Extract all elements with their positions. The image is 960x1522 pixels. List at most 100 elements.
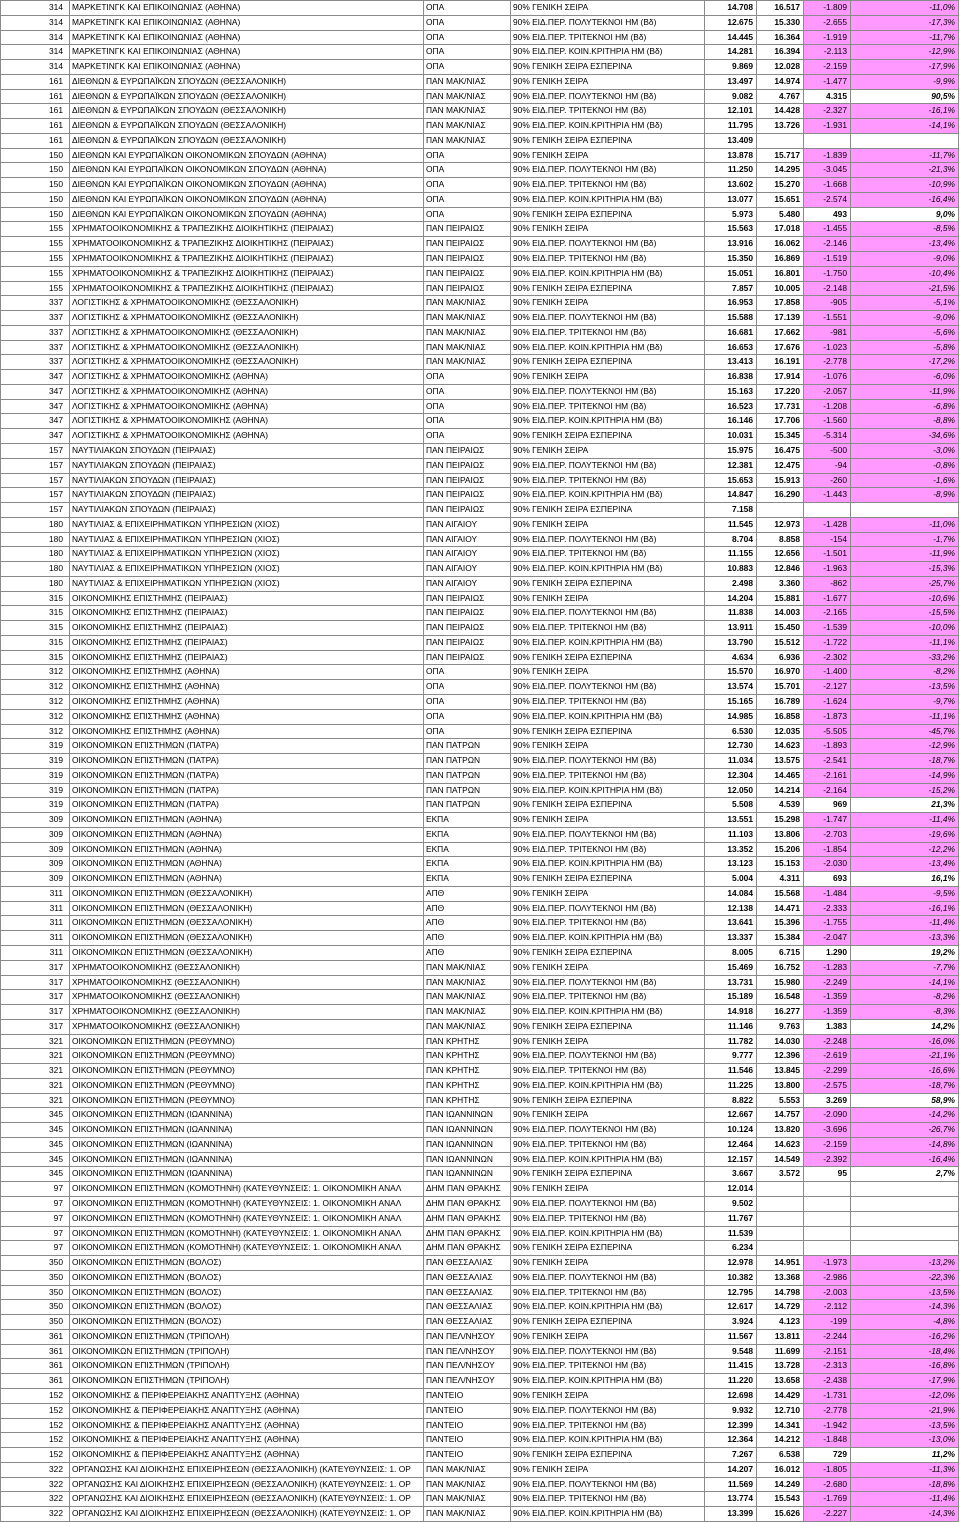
category-cell: 90% ΕΙΔ.ΠΕΡ. ΠΟΛΥΤΕΚΝΟΙ ΗΜ (Βδ) [510, 1343, 705, 1360]
percent-change-cell: -9,0% [850, 251, 959, 267]
school-code-cell: 350 [0, 1255, 70, 1271]
score-2022-cell: 14.341 [756, 1417, 804, 1434]
department-cell: ΟΙΚΟΝΟΜΙΚΩΝ ΕΠΙΣΤΗΜΩΝ (ΒΟΛΟΣ) [69, 1255, 424, 1271]
university-cell: ΠΑΝ ΜΑΚ/ΝΙΑΣ [423, 103, 511, 120]
score-2022-cell: 11.699 [756, 1343, 804, 1360]
department-cell: ΟΙΚΟΝΟΜΙΚΗΣ ΕΠΙΣΤΗΜΗΣ (ΠΕΙΡΑΙΑΣ) [69, 649, 424, 666]
category-cell: 90% ΓΕΝΙΚΗ ΣΕΙΡΑ [510, 295, 705, 312]
department-cell: ΟΙΚΟΝΟΜΙΚΗΣ & ΠΕΡΙΦΕΡΕΙΑΚΗΣ ΑΝΑΠΤΥΞΗΣ (Α… [69, 1432, 424, 1449]
table-row: 322 ΟΡΓΑΝΩΣΗΣ ΚΑΙ ΔΙΟΙΚΗΣΗΣ ΕΠΙΧΕΙΡΗΣΕΩΝ … [0, 1506, 959, 1522]
score-2022-cell: 16.752 [756, 959, 804, 976]
difference-cell: -862 [803, 575, 851, 592]
score-2023-cell: 16.838 [704, 369, 757, 385]
table-row: 161 ΔΙΕΘΝΩΝ & ΕΥΡΩΠΑΪΚΩΝ ΣΠΟΥΔΩΝ (ΘΕΣΣΑΛΟ… [0, 132, 959, 149]
difference-cell [803, 1240, 851, 1257]
score-2023-cell: 15.189 [704, 989, 757, 1006]
table-row: 157 ΝΑΥΤΙΛΙΑΚΩΝ ΣΠΟΥΔΩΝ (ΠΕΙΡΑΙΑΣ) ΠΑΝ ΠΕΙ… [0, 457, 959, 474]
table-row: 319 ΟΙΚΟΝΟΜΙΚΩΝ ΕΠΙΣΤΗΜΩΝ (ΠΑΤΡΑ) ΠΑΝ ΠΑΤΡ… [0, 738, 959, 755]
score-2023-cell: 14.084 [704, 885, 757, 902]
university-cell: ΠΑΝ ΜΑΚ/ΝΙΑΣ [423, 1506, 511, 1522]
score-2022-cell: 16.517 [756, 0, 804, 16]
score-2022-cell: 16.869 [756, 251, 804, 267]
table-row: 337 ΛΟΓΙΣΤΙΚΗΣ & ΧΡΗΜΑΤΟΟΙΚΟΝΟΜΙΚΗΣ (ΘΕΣΣ… [0, 339, 959, 356]
school-code-cell: 152 [0, 1432, 70, 1449]
percent-change-cell: -8,2% [850, 989, 959, 1006]
department-cell: ΟΡΓΑΝΩΣΗΣ ΚΑΙ ΔΙΟΙΚΗΣΗΣ ΕΠΙΧΕΙΡΗΣΕΩΝ (ΘΕ… [69, 1491, 424, 1508]
difference-cell: -1.931 [803, 118, 851, 134]
percent-change-cell: -4,8% [850, 1314, 959, 1330]
table-row: 312 ΟΙΚΟΝΟΜΙΚΗΣ ΕΠΙΣΤΗΜΗΣ (ΑΘΗΝΑ) ΟΠΑ 90% Ε… [0, 679, 959, 695]
difference-cell: 969 [803, 797, 851, 814]
table-row: 152 ΟΙΚΟΝΟΜΙΚΗΣ & ΠΕΡΙΦΕΡΕΙΑΚΗΣ ΑΝΑΠΤΥΞΗΣ… [0, 1387, 959, 1404]
table-row: 361 ΟΙΚΟΝΟΜΙΚΩΝ ΕΠΙΣΤΗΜΩΝ (ΤΡΙΠΟΛΗ) ΠΑΝ ΠΕ… [0, 1358, 959, 1375]
score-2023-cell: 11.838 [704, 605, 757, 622]
percent-change-cell: -5,8% [850, 339, 959, 356]
table-row: 314 ΜΑΡΚΕΤΙΝΓΚ ΚΑΙ ΕΠΙΚΟΙΝΩΝΙΑΣ (ΑΘΗΝΑ) ΟΠ… [0, 0, 959, 16]
category-cell: 90% ΕΙΔ.ΠΕΡ. ΠΟΛΥΤΕΚΝΟΙ ΗΜ (Βδ) [510, 605, 705, 622]
school-code-cell: 314 [0, 59, 70, 75]
score-2023-cell: 5.004 [704, 871, 757, 887]
percent-change-cell: -13,0% [850, 1432, 959, 1449]
category-cell: 90% ΓΕΝΙΚΗ ΣΕΙΡΑ ΕΣΠΕΡΙΝΑ [510, 206, 705, 223]
difference-cell: -2.619 [803, 1048, 851, 1065]
department-cell: ΔΙΕΘΝΩΝ ΚΑΙ ΕΥΡΩΠΑΪΚΩΝ ΟΙΚΟΝΟΜΙΚΩΝ ΣΠΟΥΔ… [69, 147, 424, 164]
department-cell: ΟΙΚΟΝΟΜΙΚΩΝ ΕΠΙΣΤΗΜΩΝ (ΘΕΣΣΑΛΟΝΙΚΗ) [69, 930, 424, 946]
percent-change-cell: 2,7% [850, 1166, 959, 1183]
percent-change-cell: -21,9% [850, 1402, 959, 1419]
table-row: 345 ΟΙΚΟΝΟΜΙΚΩΝ ΕΠΙΣΤΗΜΩΝ (ΙΩΑΝΝΙΝΑ) ΠΑΝ Ι… [0, 1136, 959, 1153]
percent-change-cell: -11,4% [850, 812, 959, 828]
department-cell: ΟΙΚΟΝΟΜΙΚΩΝ ΕΠΙΣΤΗΜΩΝ (ΡΕΘΥΜΝΟ) [69, 1048, 424, 1065]
school-code-cell: 319 [0, 797, 70, 814]
score-2022-cell: 16.475 [756, 442, 804, 459]
score-2022-cell: 13.800 [756, 1077, 804, 1094]
category-cell: 90% ΕΙΔ.ΠΕΡ. ΤΡΙΤΕΚΝΟΙ ΗΜ (Βδ) [510, 177, 705, 193]
score-2023-cell: 12.381 [704, 457, 757, 474]
percent-change-cell: -14,3% [850, 1299, 959, 1316]
table-row: 345 ΟΙΚΟΝΟΜΙΚΩΝ ΕΠΙΣΤΗΜΩΝ (ΙΩΑΝΝΙΝΑ) ΠΑΝ Ι… [0, 1166, 959, 1183]
difference-cell: -905 [803, 295, 851, 312]
department-cell: ΟΙΚΟΝΟΜΙΚΩΝ ΕΠΙΣΤΗΜΩΝ (ΚΟΜΟΤΗΝΗ) (ΚΑΤΕΥΘ… [69, 1240, 424, 1257]
score-2023-cell: 12.667 [704, 1107, 757, 1124]
difference-cell [803, 132, 851, 149]
department-cell: ΧΡΗΜΑΤΟΟΙΚΟΝΟΜΙΚΗΣ & ΤΡΑΠΕΖΙΚΗΣ ΔΙΟΙΚΗΤΙ… [69, 236, 424, 253]
table-row: 97 ΟΙΚΟΝΟΜΙΚΩΝ ΕΠΙΣΤΗΜΩΝ (ΚΟΜΟΤΗΝΗ) (ΚΑΤΕ… [0, 1210, 959, 1227]
category-cell: 90% ΕΙΔ.ΠΕΡ. ΚΟΙΝ.ΚΡΙΤΗΡΙΑ ΗΜ (Βδ) [510, 930, 705, 946]
percent-change-cell: -9,7% [850, 693, 959, 710]
difference-cell: -1.076 [803, 369, 851, 385]
department-cell: ΔΙΕΘΝΩΝ & ΕΥΡΩΠΑΪΚΩΝ ΣΠΟΥΔΩΝ (ΘΕΣΣΑΛΟΝΙΚ… [69, 132, 424, 149]
department-cell: ΔΙΕΘΝΩΝ ΚΑΙ ΕΥΡΩΠΑΪΚΩΝ ΟΙΚΟΝΟΜΙΚΩΝ ΣΠΟΥΔ… [69, 177, 424, 193]
difference-cell: -2.165 [803, 605, 851, 622]
university-cell: ΠΑΝ ΠΕΙΡΑΙΩΣ [423, 472, 511, 489]
score-2022-cell: 9.763 [756, 1018, 804, 1035]
percent-change-cell: -21,3% [850, 162, 959, 179]
university-cell: ΠΑΝ ΠΕΙΡΑΙΩΣ [423, 265, 511, 282]
table-row: 350 ΟΙΚΟΝΟΜΙΚΩΝ ΕΠΙΣΤΗΜΩΝ (ΒΟΛΟΣ) ΠΑΝ ΘΕΣΣ… [0, 1255, 959, 1271]
table-row: 309 ΟΙΚΟΝΟΜΙΚΩΝ ΕΠΙΣΤΗΜΩΝ (ΑΘΗΝΑ) ΕΚΠΑ 90% … [0, 826, 959, 843]
department-cell: ΝΑΥΤΙΛΙΑΣ & ΕΠΙΧΕΙΡΗΜΑΤΙΚΩΝ ΥΠΗΡΕΣΙΩΝ (Χ… [69, 561, 424, 577]
university-cell: ΠΑΝ ΑΙΓΑΙΟΥ [423, 531, 511, 548]
category-cell: 90% ΓΕΝΙΚΗ ΣΕΙΡΑ [510, 442, 705, 459]
category-cell: 90% ΕΙΔ.ΠΕΡ. ΚΟΙΝ.ΚΡΙΤΗΡΙΑ ΗΜ (Βδ) [510, 708, 705, 725]
department-cell: ΟΙΚΟΝΟΜΙΚΩΝ ΕΠΙΣΤΗΜΩΝ (ΘΕΣΣΑΛΟΝΙΚΗ) [69, 945, 424, 961]
university-cell: ΠΑΝ ΙΩΑΝΝΙΝΩΝ [423, 1122, 511, 1138]
score-2022-cell: 5.553 [756, 1092, 804, 1109]
department-cell: ΔΙΕΘΝΩΝ & ΕΥΡΩΠΑΪΚΩΝ ΣΠΟΥΔΩΝ (ΘΕΣΣΑΛΟΝΙΚ… [69, 88, 424, 105]
university-cell: ΠΑΝ ΑΙΓΑΙΟΥ [423, 561, 511, 577]
percent-change-cell: -13,3% [850, 930, 959, 946]
table-row: 180 ΝΑΥΤΙΛΙΑΣ & ΕΠΙΧΕΙΡΗΜΑΤΙΚΩΝ ΥΠΗΡΕΣΙΩΝ… [0, 546, 959, 563]
category-cell: 90% ΕΙΔ.ΠΕΡ. ΠΟΛΥΤΕΚΝΟΙ ΗΜ (Βδ) [510, 1269, 705, 1286]
score-2023-cell: 9.777 [704, 1048, 757, 1065]
percent-change-cell: -17,2% [850, 354, 959, 371]
score-2022-cell: 13.726 [756, 118, 804, 134]
score-2023-cell: 15.563 [704, 221, 757, 238]
percent-change-cell: -15,2% [850, 782, 959, 799]
university-cell: ΠΑΝ ΑΙΓΑΙΟΥ [423, 516, 511, 533]
department-cell: ΔΙΕΘΝΩΝ ΚΑΙ ΕΥΡΩΠΑΪΚΩΝ ΟΙΚΟΝΟΜΙΚΩΝ ΣΠΟΥΔ… [69, 206, 424, 223]
department-cell: ΟΙΚΟΝΟΜΙΚΗΣ ΕΠΙΣΤΗΜΗΣ (ΑΘΗΝΑ) [69, 693, 424, 710]
table-row: 314 ΜΑΡΚΕΤΙΝΓΚ ΚΑΙ ΕΠΙΚΟΙΝΩΝΙΑΣ (ΑΘΗΝΑ) ΟΠ… [0, 44, 959, 61]
score-2022-cell: 14.214 [756, 782, 804, 799]
department-cell: ΛΟΓΙΣΤΙΚΗΣ & ΧΡΗΜΑΤΟΟΙΚΟΝΟΜΙΚΗΣ (ΑΘΗΝΑ) [69, 369, 424, 385]
score-2023-cell: 11.225 [704, 1077, 757, 1094]
department-cell: ΧΡΗΜΑΤΟΟΙΚΟΝΟΜΙΚΗΣ & ΤΡΑΠΕΖΙΚΗΣ ΔΙΟΙΚΗΤΙ… [69, 280, 424, 297]
department-cell: ΟΙΚΟΝΟΜΙΚΩΝ ΕΠΙΣΤΗΜΩΝ (ΠΑΤΡΑ) [69, 782, 424, 799]
